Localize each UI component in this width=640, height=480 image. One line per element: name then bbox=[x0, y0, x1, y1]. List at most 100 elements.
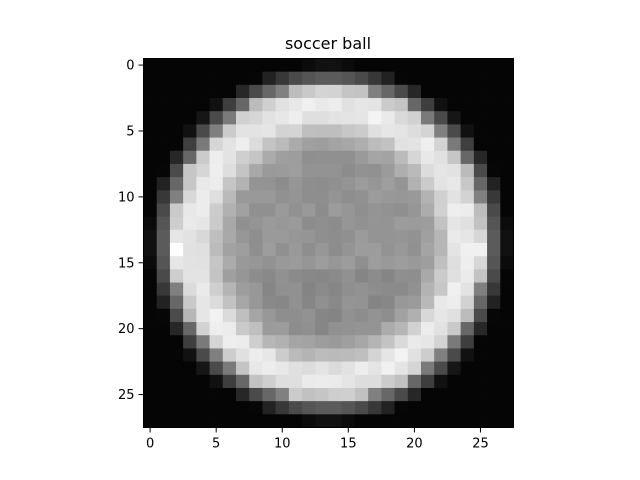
heatmap-cell bbox=[302, 256, 316, 270]
heatmap-cell bbox=[223, 362, 237, 376]
heatmap-cell bbox=[315, 269, 329, 283]
heatmap-cell bbox=[315, 177, 329, 191]
heatmap-cell bbox=[170, 230, 184, 244]
heatmap-cell bbox=[249, 59, 263, 73]
heatmap-cell bbox=[249, 348, 263, 362]
heatmap-cell bbox=[302, 296, 316, 310]
heatmap-cell bbox=[157, 85, 171, 99]
heatmap-cell bbox=[236, 230, 250, 244]
heatmap-cell bbox=[196, 375, 210, 389]
heatmap-cell bbox=[355, 203, 369, 217]
heatmap-cell bbox=[196, 335, 210, 349]
heatmap-cell bbox=[487, 401, 501, 415]
heatmap-cell bbox=[381, 217, 395, 231]
heatmap-cell bbox=[223, 296, 237, 310]
heatmap-cell bbox=[447, 388, 461, 402]
heatmap-cell bbox=[474, 243, 488, 257]
heatmap-cell bbox=[500, 72, 514, 86]
heatmap-cell bbox=[315, 335, 329, 349]
heatmap-cell bbox=[289, 85, 303, 99]
heatmap-cell bbox=[368, 335, 382, 349]
heatmap-cell bbox=[315, 296, 329, 310]
heatmap-cell bbox=[315, 375, 329, 389]
heatmap-cell bbox=[434, 269, 448, 283]
heatmap-cell bbox=[447, 243, 461, 257]
y-tick-label: 15 bbox=[118, 256, 135, 271]
heatmap-cell bbox=[474, 296, 488, 310]
heatmap-cell bbox=[210, 203, 224, 217]
heatmap-cell bbox=[368, 348, 382, 362]
heatmap-cell bbox=[302, 151, 316, 165]
y-tick-label: 5 bbox=[126, 124, 134, 139]
heatmap-cell bbox=[289, 243, 303, 257]
heatmap-cell bbox=[289, 124, 303, 138]
heatmap-cell bbox=[276, 401, 290, 415]
heatmap-cell bbox=[289, 375, 303, 389]
heatmap-cell bbox=[289, 322, 303, 336]
chart-title: soccer ball bbox=[285, 34, 371, 53]
heatmap-cell bbox=[381, 401, 395, 415]
heatmap-cell bbox=[262, 269, 276, 283]
heatmap-cell bbox=[144, 283, 158, 297]
heatmap-cell bbox=[342, 111, 356, 125]
heatmap-cell bbox=[329, 217, 343, 231]
heatmap-cell bbox=[236, 375, 250, 389]
heatmap-cell bbox=[461, 59, 475, 73]
heatmap-cell bbox=[342, 190, 356, 204]
heatmap-cell bbox=[183, 138, 197, 152]
heatmap-cell bbox=[210, 177, 224, 191]
heatmap-cell bbox=[210, 85, 224, 99]
heatmap-cell bbox=[421, 414, 435, 428]
heatmap-cell bbox=[262, 388, 276, 402]
heatmap-cell bbox=[461, 72, 475, 86]
heatmap-cell bbox=[461, 164, 475, 178]
heatmap-cell bbox=[157, 269, 171, 283]
heatmap-cell bbox=[461, 322, 475, 336]
heatmap-cell bbox=[368, 164, 382, 178]
heatmap-cell bbox=[223, 217, 237, 231]
heatmap-cell bbox=[487, 98, 501, 112]
heatmap-cell bbox=[170, 322, 184, 336]
heatmap-cell bbox=[421, 322, 435, 336]
heatmap-cell bbox=[144, 217, 158, 231]
heatmap-cell bbox=[276, 322, 290, 336]
heatmap-cell bbox=[302, 283, 316, 297]
heatmap-cell bbox=[210, 164, 224, 178]
heatmap-cell bbox=[249, 98, 263, 112]
heatmap-cell bbox=[408, 256, 422, 270]
heatmap-cell bbox=[276, 217, 290, 231]
heatmap-cell bbox=[236, 243, 250, 257]
heatmap-cell bbox=[144, 138, 158, 152]
heatmap-cell bbox=[381, 414, 395, 428]
heatmap-cell bbox=[249, 124, 263, 138]
heatmap-cell bbox=[302, 85, 316, 99]
heatmap-cell bbox=[289, 190, 303, 204]
heatmap-cell bbox=[157, 256, 171, 270]
heatmap-cell bbox=[329, 401, 343, 415]
heatmap-cell bbox=[395, 230, 409, 244]
heatmap-cell bbox=[434, 414, 448, 428]
heatmap-cell bbox=[289, 203, 303, 217]
heatmap-cell bbox=[368, 375, 382, 389]
heatmap-cell bbox=[315, 322, 329, 336]
heatmap-cell bbox=[262, 98, 276, 112]
heatmap-cell bbox=[302, 111, 316, 125]
heatmap-cell bbox=[474, 375, 488, 389]
heatmap-cell bbox=[461, 296, 475, 310]
heatmap-cell bbox=[183, 401, 197, 415]
heatmap-cell bbox=[408, 217, 422, 231]
heatmap-cell bbox=[302, 217, 316, 231]
heatmap-cell bbox=[434, 335, 448, 349]
heatmap-cell bbox=[210, 401, 224, 415]
heatmap-cell bbox=[355, 164, 369, 178]
heatmap-cell bbox=[236, 217, 250, 231]
heatmap-cell bbox=[183, 283, 197, 297]
heatmap-cell bbox=[276, 177, 290, 191]
heatmap-cell bbox=[210, 269, 224, 283]
y-axis: 0510152025 bbox=[118, 59, 144, 403]
heatmap-cell bbox=[408, 401, 422, 415]
heatmap-cell bbox=[144, 151, 158, 165]
heatmap-cell bbox=[421, 269, 435, 283]
heatmap-cell bbox=[408, 322, 422, 336]
heatmap-cell bbox=[236, 111, 250, 125]
